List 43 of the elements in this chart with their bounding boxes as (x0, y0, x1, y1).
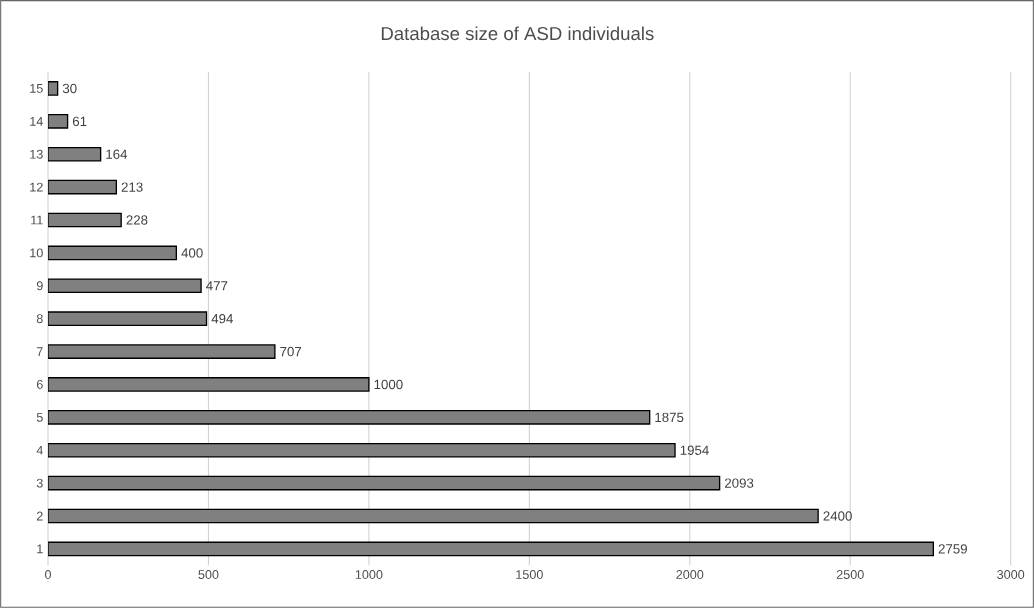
data-label: 477 (206, 281, 228, 291)
data-label: 2759 (938, 544, 967, 554)
y-tick-label: 8 (36, 314, 43, 324)
bar (48, 442, 676, 458)
data-label: 30 (62, 83, 77, 94)
data-label: 2400 (823, 511, 852, 521)
x-tick-label: 1500 (516, 570, 543, 579)
chart-title: Database size of ASD individuals (381, 26, 654, 41)
y-tick-label: 14 (30, 116, 43, 126)
x-tick-label: 2500 (836, 570, 864, 579)
y-tick-label: 10 (30, 248, 43, 258)
data-label: 1954 (680, 445, 709, 455)
x-tick-label: 500 (198, 570, 219, 579)
y-tick-label: 3 (36, 478, 43, 488)
data-label: 164 (106, 149, 128, 159)
y-tick-label: 15 (30, 84, 43, 93)
data-label: 213 (121, 182, 143, 192)
x-tick-label: 3000 (997, 570, 1025, 579)
data-label: 228 (126, 215, 148, 225)
data-label: 400 (181, 248, 203, 258)
data-label: 707 (280, 346, 302, 357)
data-label: 1875 (655, 412, 684, 423)
bar (48, 475, 721, 491)
data-label: 2093 (724, 478, 754, 488)
x-tick-label: 1000 (355, 570, 383, 579)
bar (48, 410, 651, 425)
bar (48, 508, 819, 524)
y-tick-label: 4 (36, 445, 43, 455)
y-tick-label: 5 (36, 412, 43, 422)
y-tick-label: 1 (37, 544, 43, 554)
y-tick-label: 6 (36, 379, 43, 389)
y-tick-label: 2 (36, 511, 43, 521)
y-tick-label: 7 (36, 347, 43, 356)
bar (48, 541, 935, 557)
y-tick-label: 9 (36, 281, 43, 291)
y-tick-label: 12 (30, 182, 43, 192)
x-tick-label: 2000 (676, 570, 704, 579)
y-tick-label: 13 (30, 149, 43, 159)
y-tick-label: 11 (31, 215, 43, 225)
data-label: 61 (72, 116, 87, 127)
data-label: 494 (211, 313, 233, 324)
x-tick-label: 0 (44, 570, 52, 579)
data-label: 1000 (374, 379, 403, 390)
